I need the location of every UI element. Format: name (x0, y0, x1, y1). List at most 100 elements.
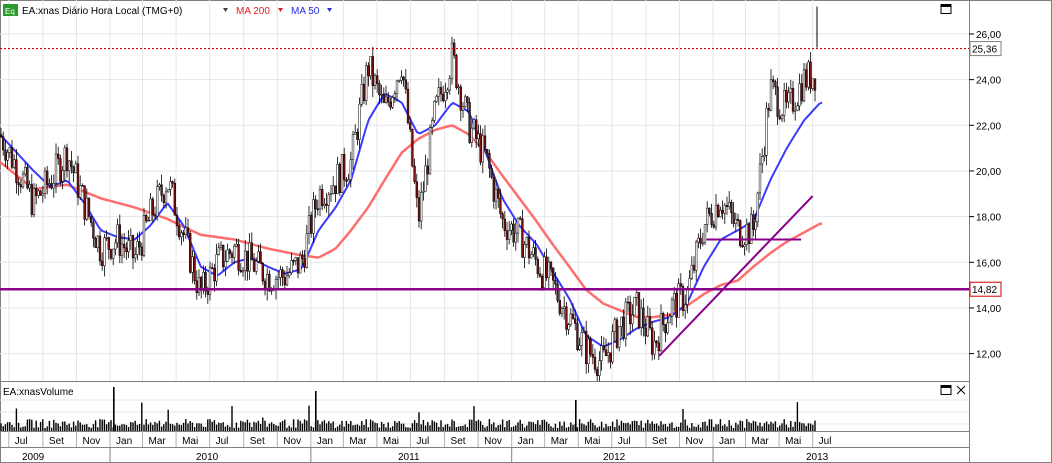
volume-bar (598, 426, 601, 431)
bar-body (778, 116, 781, 120)
volume-bar (754, 421, 757, 431)
volume-bar (537, 420, 539, 431)
maximize-volume-panel-icon[interactable] (940, 385, 952, 395)
volume-bar (728, 420, 730, 431)
bar-body (505, 230, 509, 240)
bar-body (404, 79, 407, 90)
bar-body (307, 214, 311, 234)
volume-bar (70, 427, 73, 431)
bar-body (527, 237, 531, 259)
price-bar (767, 103, 770, 118)
volume-bar (306, 420, 308, 431)
bar-body (521, 218, 524, 258)
price-bar (552, 267, 555, 291)
volume-bar (552, 427, 554, 431)
price-bar (477, 124, 480, 147)
volume-bar (55, 422, 57, 431)
bar-body (316, 208, 319, 211)
bar-body (299, 254, 302, 274)
price-bar (488, 149, 491, 179)
volume-bar (138, 423, 141, 431)
ma200-dropdown-icon[interactable] (278, 8, 283, 12)
month-label: Mar (149, 436, 167, 447)
current-price-tag-box (969, 41, 1002, 57)
price-bar (76, 155, 80, 206)
close-volume-panel-icon[interactable] (956, 385, 966, 395)
volume-bar (704, 421, 706, 431)
price-bar (668, 313, 671, 324)
bar-body (607, 352, 610, 357)
price-bar (114, 238, 117, 256)
bar-body (285, 275, 289, 286)
bar-body (19, 184, 22, 188)
volume-bar (17, 422, 20, 431)
y-tick-label: 14,00 (976, 304, 1001, 315)
volume-bar (160, 426, 163, 431)
volume-bar (526, 425, 528, 431)
price-bar (679, 273, 682, 296)
price-bar (578, 337, 581, 352)
volume-bar (748, 421, 750, 431)
volume-bar (0, 423, 2, 431)
bar-body (389, 101, 392, 108)
volume-bar (141, 402, 143, 431)
bar-body (235, 244, 238, 247)
volume-bar (121, 424, 123, 431)
price-bar (195, 270, 198, 300)
volume-bar (730, 425, 733, 431)
bar-body (90, 216, 93, 224)
price-bar (296, 257, 300, 279)
price-bar (83, 185, 86, 226)
price-bar (413, 158, 416, 184)
volume-bar (710, 419, 713, 431)
volume-bar (686, 425, 689, 431)
maximize-price-panel-icon[interactable] (940, 4, 952, 14)
volume-bar (433, 421, 436, 431)
bar-body (653, 340, 656, 355)
bar-body (747, 224, 751, 245)
bar-body (195, 280, 198, 293)
bar-body (107, 237, 110, 250)
volume-bar (233, 427, 235, 431)
price-bar (294, 256, 297, 266)
bar-body (692, 264, 696, 271)
bar-body (129, 235, 132, 241)
volume-bar (572, 424, 574, 431)
volume-bar (781, 423, 783, 431)
volume-bar (246, 419, 249, 431)
price-bar (173, 178, 176, 216)
price-bar (527, 230, 531, 265)
month-label: Jul (216, 436, 229, 447)
ma50-label: MA 50 (291, 6, 320, 17)
price-bar (35, 183, 38, 205)
price-bar (325, 192, 328, 213)
price-bar (422, 181, 425, 201)
volume-bar (559, 421, 561, 431)
price-bar (136, 232, 139, 261)
year-label: 2013 (806, 452, 829, 463)
volume-bar (182, 422, 185, 431)
bar-body (591, 354, 594, 358)
volume-bar (446, 424, 449, 431)
ma50-dropdown-icon[interactable] (327, 8, 332, 12)
price-bar (79, 175, 82, 200)
current-price-tag: 25,36 (969, 41, 1002, 57)
price-bar (167, 189, 170, 193)
volume-bar (653, 423, 656, 431)
bar-body (811, 78, 814, 89)
price-bar (580, 326, 583, 357)
volume-bar (651, 421, 653, 431)
bar-body (699, 237, 702, 244)
ma200-label: MA 200 (236, 6, 270, 17)
bar-body (360, 83, 363, 105)
volume-bar (457, 426, 460, 431)
bar-body (593, 356, 597, 370)
volume-bar (493, 422, 495, 431)
bar-body (501, 213, 504, 220)
volume-bar (389, 427, 392, 431)
volume-bar (281, 420, 284, 431)
symbol-dropdown-icon[interactable] (223, 8, 228, 12)
volume-bar (367, 427, 370, 431)
volume-bar (521, 423, 524, 431)
